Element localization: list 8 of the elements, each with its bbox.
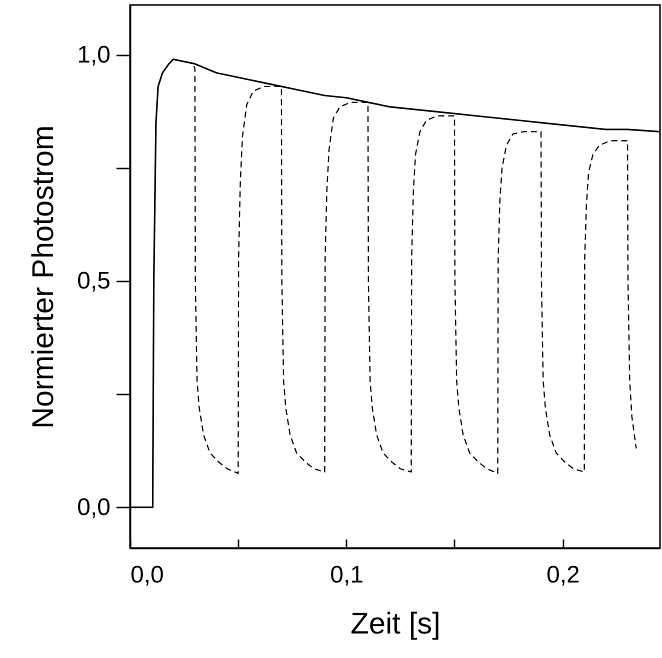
x-tick-label: 0,0 — [130, 562, 164, 588]
x-axis-title: Zeit [s] — [350, 608, 441, 640]
y-tick-label: 0,0 — [77, 494, 110, 521]
x-tick-label: 0,1 — [330, 562, 364, 588]
y-axis-title: Normierter Photostrom — [27, 125, 60, 429]
y-tick-label: 1,0 — [77, 41, 110, 68]
x-tick-label: 0,2 — [546, 562, 580, 588]
y-tick-label: 0,5 — [77, 268, 110, 295]
